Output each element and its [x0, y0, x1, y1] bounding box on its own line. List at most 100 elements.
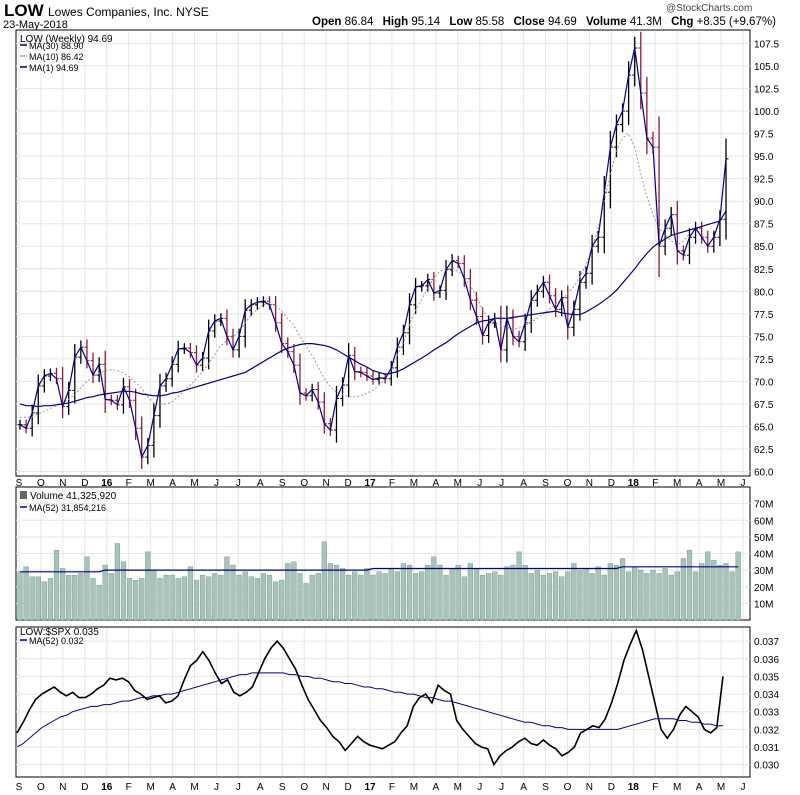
volume-bar	[711, 559, 717, 621]
x-tick-label: D	[608, 782, 615, 793]
volume-bar	[90, 578, 96, 621]
x-tick-label: O	[300, 782, 308, 793]
x-tick-label: N	[586, 782, 593, 793]
x-tick-label: J	[477, 478, 482, 489]
quote-open: Open 86.84	[312, 16, 377, 28]
x-tick-label: 18	[628, 782, 640, 793]
ma30-line	[19, 210, 727, 408]
volume-bar	[339, 568, 346, 621]
volume-bar	[601, 574, 607, 621]
volume-bar	[297, 573, 303, 621]
volume-bar	[181, 576, 187, 621]
volume-bar	[388, 568, 394, 621]
volume-bar	[41, 581, 47, 621]
volume-bar	[419, 571, 425, 621]
volume-bar	[437, 564, 443, 621]
volume-bar	[364, 568, 370, 621]
volume-bar	[735, 551, 741, 621]
x-tick-label: S	[16, 782, 23, 793]
volume-bar	[504, 566, 510, 621]
x-tick-label: J	[236, 782, 241, 793]
volume-bar	[498, 574, 504, 621]
x-tick-label: J	[477, 782, 482, 793]
y-tick-label: 60M	[754, 516, 773, 527]
company-label: Lowes Companies, Inc.	[48, 5, 173, 19]
x-tick-label: D	[344, 782, 351, 793]
quote-chg: Chg +8.35 (+9.67%)	[671, 16, 776, 28]
volume-bar	[516, 551, 522, 621]
y-tick-label: 107.5	[754, 40, 779, 51]
x-tick-label: D	[81, 478, 88, 489]
volume-bar	[650, 569, 656, 621]
y-tick-label: 0.031	[754, 743, 779, 754]
volume-bar	[333, 564, 340, 621]
volume-bar	[230, 564, 236, 621]
volume-bar	[619, 558, 626, 621]
volume-bar	[449, 568, 455, 621]
x-tick-label: F	[389, 782, 395, 793]
volume-bar	[175, 578, 181, 621]
volume-bar	[352, 571, 358, 621]
volume-bar	[151, 569, 157, 621]
y-tick-label: 100.0	[754, 107, 779, 118]
y-tick-label: 65.0	[754, 422, 774, 433]
y-tick-label: 60.0	[754, 467, 774, 478]
volume-bar	[577, 569, 583, 621]
legend-label: MA(30) 88.90	[29, 41, 84, 51]
y-tick-label: 97.5	[754, 130, 774, 141]
x-tick-label: S	[16, 478, 23, 489]
x-tick-label: N	[323, 478, 330, 489]
x-tick-label: M	[190, 782, 198, 793]
x-tick-label: M	[410, 478, 418, 489]
main-chart-title: LOW (Weekly) 94.69	[20, 34, 113, 45]
ticker-symbol: LOW	[4, 1, 44, 20]
volume-bar	[729, 571, 735, 621]
x-tick-label: D	[344, 478, 351, 489]
x-tick-label: 18	[628, 478, 640, 489]
volume-bar	[607, 563, 613, 621]
volume-bar	[114, 543, 120, 621]
volume-bar	[303, 583, 309, 621]
volume-bar	[260, 573, 267, 621]
y-tick-label: 0.034	[754, 690, 779, 701]
volume-bar	[279, 579, 285, 621]
volume-bar	[723, 563, 729, 621]
y-tick-label: 75.0	[754, 332, 774, 343]
y-tick-label: 0.033	[754, 708, 779, 719]
x-tick-label: M	[454, 782, 462, 793]
x-tick-label: A	[520, 478, 527, 489]
x-tick-label: S	[279, 782, 286, 793]
volume-bar	[358, 574, 364, 621]
volume-icon	[20, 491, 27, 499]
volume-bar	[662, 568, 668, 621]
y-tick-label: 85.0	[754, 242, 774, 253]
y-tick-label: 70.0	[754, 377, 774, 388]
volume-title: Volume 41,325,920	[30, 491, 117, 502]
volume-bar	[224, 556, 230, 621]
x-tick-label: M	[190, 478, 198, 489]
volume-bar	[559, 576, 565, 621]
volume-bar	[29, 576, 35, 621]
volume-bar	[571, 563, 577, 621]
y-tick-label: 10M	[754, 599, 773, 610]
x-tick-label: 17	[364, 478, 376, 489]
volume-bar	[145, 551, 151, 621]
volume-bar	[254, 578, 260, 621]
volume-bar	[400, 563, 407, 621]
x-tick-label: M	[454, 478, 462, 489]
x-tick-label: N	[586, 478, 593, 489]
x-tick-label: M	[146, 478, 154, 489]
volume-bar	[60, 568, 66, 621]
volume-bar	[17, 571, 23, 621]
volume-bar	[108, 573, 114, 621]
x-tick-label: N	[323, 782, 330, 793]
y-tick-label: 70M	[754, 500, 773, 511]
volume-bar	[382, 573, 388, 621]
volume-bar	[126, 578, 133, 621]
volume-bar	[510, 564, 516, 621]
x-tick-label: J	[499, 478, 504, 489]
x-tick-label: O	[564, 478, 572, 489]
y-tick-label: 67.5	[754, 400, 774, 411]
x-tick-label: S	[542, 782, 549, 793]
y-tick-label: 40M	[754, 550, 773, 561]
